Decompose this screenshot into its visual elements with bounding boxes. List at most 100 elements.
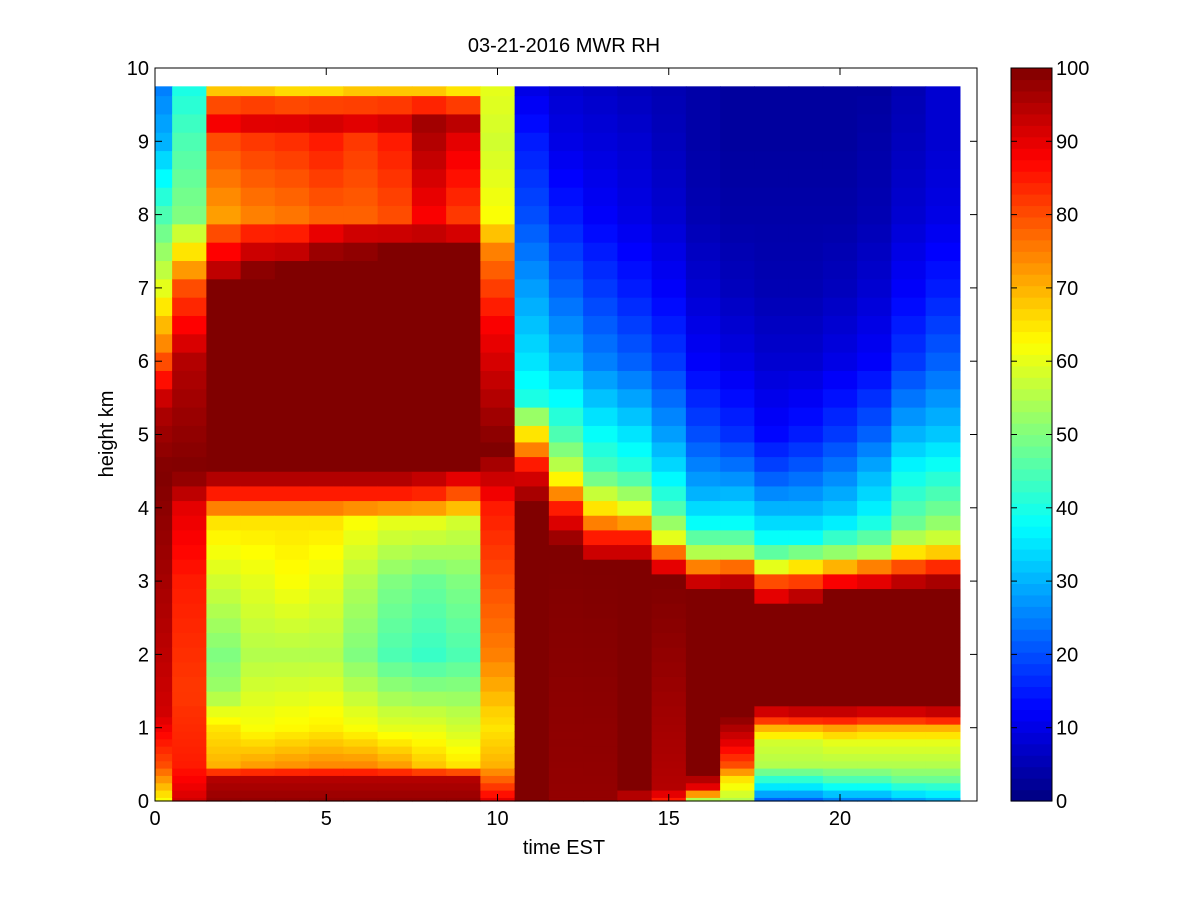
heatmap-cell <box>377 724 413 732</box>
y-tick-label: 7 <box>138 278 149 300</box>
heatmap-cell <box>857 223 892 243</box>
heatmap-cell <box>240 260 276 280</box>
heatmap-cell <box>240 425 276 443</box>
heatmap-cell <box>857 588 892 604</box>
heatmap-cell <box>788 150 824 170</box>
heatmap-cell <box>480 150 516 170</box>
colorbar-segment <box>1011 766 1052 779</box>
heatmap-cell <box>548 716 584 725</box>
heatmap-cell <box>617 500 653 516</box>
heatmap-cell <box>788 352 824 371</box>
heatmap-cell <box>172 86 207 97</box>
heatmap-cell <box>206 797 242 802</box>
heatmap-cell <box>548 746 584 754</box>
heatmap-cell <box>446 768 481 776</box>
heatmap-cell <box>720 113 755 133</box>
heatmap-cell <box>240 150 276 170</box>
heatmap-cell <box>685 260 721 280</box>
heatmap-cell <box>411 705 447 718</box>
heatmap-cell <box>548 705 584 718</box>
heatmap-cell <box>583 471 618 487</box>
heatmap-cell <box>309 705 344 718</box>
heatmap-cell <box>411 790 447 798</box>
heatmap-cell <box>548 775 584 784</box>
heatmap-cell <box>925 617 961 634</box>
colorbar-segment <box>1011 617 1052 630</box>
heatmap-cell <box>240 632 276 648</box>
heatmap-cell <box>155 500 173 516</box>
heatmap-cell <box>377 407 413 426</box>
heatmap-cell <box>309 691 344 707</box>
heatmap-cell <box>206 205 242 225</box>
heatmap-cell <box>925 768 961 776</box>
heatmap-cell <box>822 95 858 115</box>
heatmap-cell <box>857 760 892 769</box>
heatmap-cell <box>720 95 755 115</box>
heatmap-cell <box>583 617 618 634</box>
heatmap-cell <box>446 425 481 443</box>
heatmap-cell <box>155 187 173 207</box>
heatmap-cell <box>274 86 310 97</box>
heatmap-cell <box>651 242 687 262</box>
heatmap-cell <box>548 485 584 502</box>
heatmap-cell <box>583 790 618 798</box>
heatmap-cell <box>480 661 516 677</box>
heatmap-cell <box>172 775 207 784</box>
heatmap-cell <box>651 95 687 115</box>
heatmap-cell <box>822 297 858 316</box>
heatmap-cell <box>754 456 790 472</box>
heatmap-cell <box>754 676 790 692</box>
heatmap-cell <box>480 456 516 472</box>
heatmap-cell <box>857 315 892 335</box>
heatmap-cell <box>685 676 721 692</box>
heatmap-cell <box>617 647 653 663</box>
heatmap-cell <box>240 573 276 590</box>
heatmap-cell <box>617 753 653 762</box>
heatmap-cell <box>788 768 824 776</box>
heatmap-cell <box>685 632 721 648</box>
heatmap-cell <box>685 471 721 487</box>
heatmap-cell <box>583 86 618 97</box>
heatmap-cell <box>822 738 858 747</box>
heatmap-cell <box>685 691 721 707</box>
heatmap-cell <box>480 187 516 207</box>
heatmap-cell <box>857 573 892 590</box>
heatmap-cell <box>788 456 824 472</box>
colorbar-segment <box>1011 102 1052 115</box>
heatmap-cell <box>548 617 584 634</box>
heatmap-cell <box>155 760 173 769</box>
heatmap-cell <box>206 603 242 619</box>
heatmap-cell <box>155 370 173 390</box>
heatmap-cell <box>548 441 584 458</box>
heatmap-cell <box>172 297 207 316</box>
heatmap-cell <box>514 588 550 604</box>
heatmap-cell <box>822 187 858 207</box>
heatmap-cell <box>446 315 481 335</box>
heatmap-cell <box>155 691 173 707</box>
heatmap-cell <box>155 705 173 718</box>
heatmap-cell <box>411 676 447 692</box>
heatmap-cell <box>377 716 413 725</box>
heatmap-cell <box>788 588 824 604</box>
heatmap-cell <box>480 617 516 634</box>
heatmap-cell <box>925 471 961 487</box>
heatmap-cell <box>651 223 687 243</box>
heatmap-cell <box>754 471 790 487</box>
heatmap-cell <box>720 559 755 575</box>
heatmap-cell <box>411 782 447 791</box>
heatmap-cell <box>617 603 653 619</box>
heatmap-cell <box>172 691 207 707</box>
heatmap-cell <box>309 760 344 769</box>
heatmap-cell <box>822 315 858 335</box>
heatmap-cell <box>343 716 379 725</box>
heatmap-cell <box>274 456 310 472</box>
heatmap-cell <box>720 588 755 604</box>
heatmap-cell <box>343 544 379 560</box>
heatmap-cell <box>274 441 310 458</box>
heatmap-cell <box>754 86 790 97</box>
heatmap-cell <box>617 705 653 718</box>
heatmap-cell <box>240 168 276 188</box>
heatmap-cell <box>377 705 413 718</box>
heatmap-cell <box>446 515 481 531</box>
heatmap-cell <box>788 529 824 546</box>
